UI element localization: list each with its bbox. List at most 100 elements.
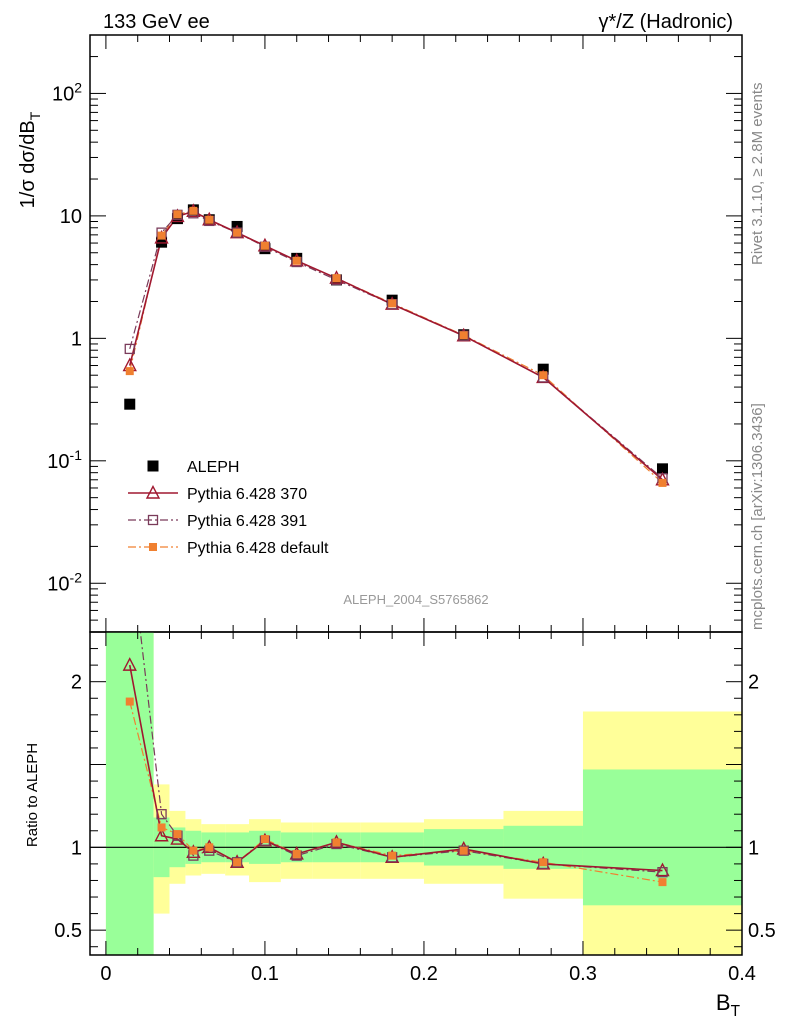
y-tick-label: 10 xyxy=(60,206,82,228)
header-left-label: 133 GeV ee xyxy=(103,11,210,33)
legend-label: Pythia 6.428 391 xyxy=(187,513,307,530)
data-point xyxy=(458,845,469,856)
ratio-series xyxy=(122,632,670,887)
legend-entry: Pythia 6.428 391 xyxy=(128,513,307,530)
data-point xyxy=(655,862,670,877)
series-line xyxy=(129,210,663,484)
ratio-bands xyxy=(105,632,742,955)
data-point xyxy=(173,210,182,219)
data-point xyxy=(124,343,135,355)
data-point xyxy=(173,830,182,839)
mcplots-reference-label: mcplots.cern.ch [arXiv:1306.3436] xyxy=(749,403,766,630)
main-y-axis-label: 1/σ dσ/dBT xyxy=(17,111,43,208)
data-point xyxy=(189,846,198,855)
main-series xyxy=(122,203,670,487)
analysis-id-label: ALEPH_2004_S5765862 xyxy=(343,592,488,607)
ratio-y-tick-label-right: 0.5 xyxy=(748,920,776,942)
data-point xyxy=(539,858,548,867)
data-point xyxy=(658,878,667,887)
data-point xyxy=(260,835,269,844)
series-markers xyxy=(124,204,668,475)
data-point xyxy=(122,657,137,671)
data-point xyxy=(124,398,136,410)
main-plot-area xyxy=(89,34,743,633)
data-point xyxy=(231,227,243,238)
data-point xyxy=(459,846,468,855)
ratio-y-tick-labels: 0.5 0.5 1 1 2 2 xyxy=(54,672,776,942)
y-tick-label: 10-2 xyxy=(47,569,82,595)
legend-label: Pythia 6.428 default xyxy=(187,540,329,557)
data-point xyxy=(539,371,548,380)
data-point xyxy=(332,838,341,847)
x-tick-label: 0.3 xyxy=(569,963,597,985)
x-tick-label: 0.2 xyxy=(410,963,438,985)
x-tick-label: 0 xyxy=(100,963,111,985)
series-solid-triangle xyxy=(128,210,664,481)
header-right-label: γ*/Z (Hadronic) xyxy=(599,11,733,33)
legend-label: ALEPH xyxy=(187,459,239,476)
series-markers xyxy=(122,203,670,486)
series-line xyxy=(129,212,663,479)
data-point xyxy=(658,478,667,487)
data-point xyxy=(205,215,214,224)
ratio-y-tick-label-left: 0.5 xyxy=(54,920,82,942)
y-tick-label: 1 xyxy=(71,328,82,350)
ratio-y-tick-label-left: 1 xyxy=(71,837,82,859)
data-point xyxy=(125,367,134,376)
main-panel: ALEPH_2004_S5765862 ALEPH Pythia 6.428 37… xyxy=(89,34,743,633)
data-point xyxy=(125,697,134,706)
x-tick-label: 0.4 xyxy=(728,963,756,985)
data-point xyxy=(657,867,668,878)
legend-entry: Pythia 6.428 default xyxy=(128,540,329,557)
ratio-panel xyxy=(89,631,743,956)
data-point xyxy=(147,514,159,526)
data-point xyxy=(147,460,159,472)
data-point xyxy=(170,831,185,845)
axis-ticks xyxy=(90,34,743,955)
uncertainty-band-inner xyxy=(105,632,154,955)
rivet-version-label: Rivet 3.1.10, ≥ 2.8M events xyxy=(749,83,766,266)
series-line xyxy=(128,210,664,481)
data-point xyxy=(233,858,242,867)
main-y-tick-labels: 10-2 10-1 1 10 102 xyxy=(47,79,82,595)
data-point xyxy=(388,299,397,308)
data-point xyxy=(459,331,468,340)
data-point xyxy=(231,857,243,868)
legend-label: Pythia 6.428 370 xyxy=(187,486,307,503)
data-point xyxy=(189,206,198,215)
data-point xyxy=(171,213,183,225)
data-point xyxy=(260,241,269,250)
x-tick-label: 0.1 xyxy=(251,963,279,985)
data-point xyxy=(157,231,166,240)
data-point xyxy=(292,849,301,858)
data-point xyxy=(156,236,168,248)
data-point xyxy=(656,463,668,475)
ratio-y-tick-label-right: 2 xyxy=(748,672,759,694)
data-point xyxy=(205,843,214,852)
data-point xyxy=(154,827,169,842)
legend-entry: Pythia 6.428 370 xyxy=(128,484,307,503)
series-dashdot-filledsquare xyxy=(129,210,663,484)
ratio-plot-area xyxy=(89,631,743,956)
y-tick-label: 102 xyxy=(52,79,82,105)
data-point xyxy=(157,823,166,832)
data-point xyxy=(388,851,397,860)
data-point xyxy=(537,363,549,375)
x-axis-label: BT xyxy=(716,990,741,1020)
data-point xyxy=(332,274,341,283)
series-markers xyxy=(124,208,668,484)
data-point xyxy=(145,484,161,499)
ratio-series-markers xyxy=(125,697,667,887)
ratio-y-tick-label-left: 2 xyxy=(71,672,82,694)
data-point xyxy=(149,543,157,551)
ratio-y-axis-label: Ratio to ALEPH xyxy=(24,743,41,847)
x-tick-labels: 0 0.1 0.2 0.3 0.4 xyxy=(100,963,756,985)
legend: ALEPH Pythia 6.428 370 Pythia 6.428 391 Pyt… xyxy=(128,459,329,557)
data-point xyxy=(156,809,167,820)
data-point xyxy=(292,256,301,265)
legend-entry: ALEPH xyxy=(147,459,239,476)
data-point xyxy=(233,228,242,237)
y-tick-label: 10-1 xyxy=(47,447,82,473)
series-dashdot-square xyxy=(129,212,663,479)
